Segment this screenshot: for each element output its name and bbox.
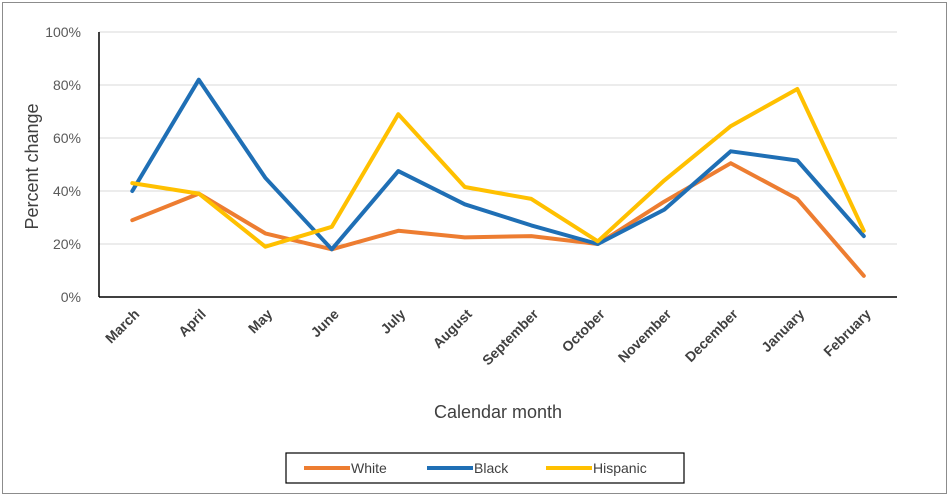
x-axis-title: Calendar month [434, 402, 562, 422]
y-tick-label: 80% [53, 77, 81, 93]
x-tick-label: December [682, 305, 742, 365]
x-tick-label: March [102, 306, 142, 346]
gridlines [99, 31, 897, 245]
y-tick-label: 40% [53, 183, 81, 199]
series-line-black [130, 77, 866, 252]
series-line-hispanic [130, 87, 866, 249]
x-tick-label: June [307, 306, 342, 341]
x-tick-label: October [559, 305, 609, 355]
legend-label-white: White [351, 460, 387, 476]
series-line-white [130, 161, 866, 278]
x-tick-label: May [245, 306, 276, 337]
legend-box [285, 452, 685, 484]
legend-label-black: Black [474, 460, 509, 476]
y-axis-title: Percent change [22, 103, 42, 229]
x-tick-label: September [479, 305, 542, 368]
series-lines [130, 77, 866, 278]
x-tick-label: November [615, 305, 675, 365]
y-tick-label: 100% [45, 24, 81, 40]
x-tick-label: January [758, 306, 807, 355]
y-tick-label: 0% [61, 289, 81, 305]
y-tick-label: 60% [53, 130, 81, 146]
x-axis-ticks: March April May June July August September Octo… [102, 305, 874, 368]
x-tick-label: February [820, 306, 874, 360]
x-tick-label: April [175, 306, 209, 340]
y-tick-label: 20% [53, 236, 81, 252]
x-tick-label: August [429, 306, 475, 352]
legend: White Black Hispanic [285, 452, 685, 484]
y-axis-ticks: 0% 20% 40% 60% 80% 100% [45, 24, 81, 305]
x-tick-label: July [377, 306, 408, 337]
legend-label-hispanic: Hispanic [593, 460, 647, 476]
